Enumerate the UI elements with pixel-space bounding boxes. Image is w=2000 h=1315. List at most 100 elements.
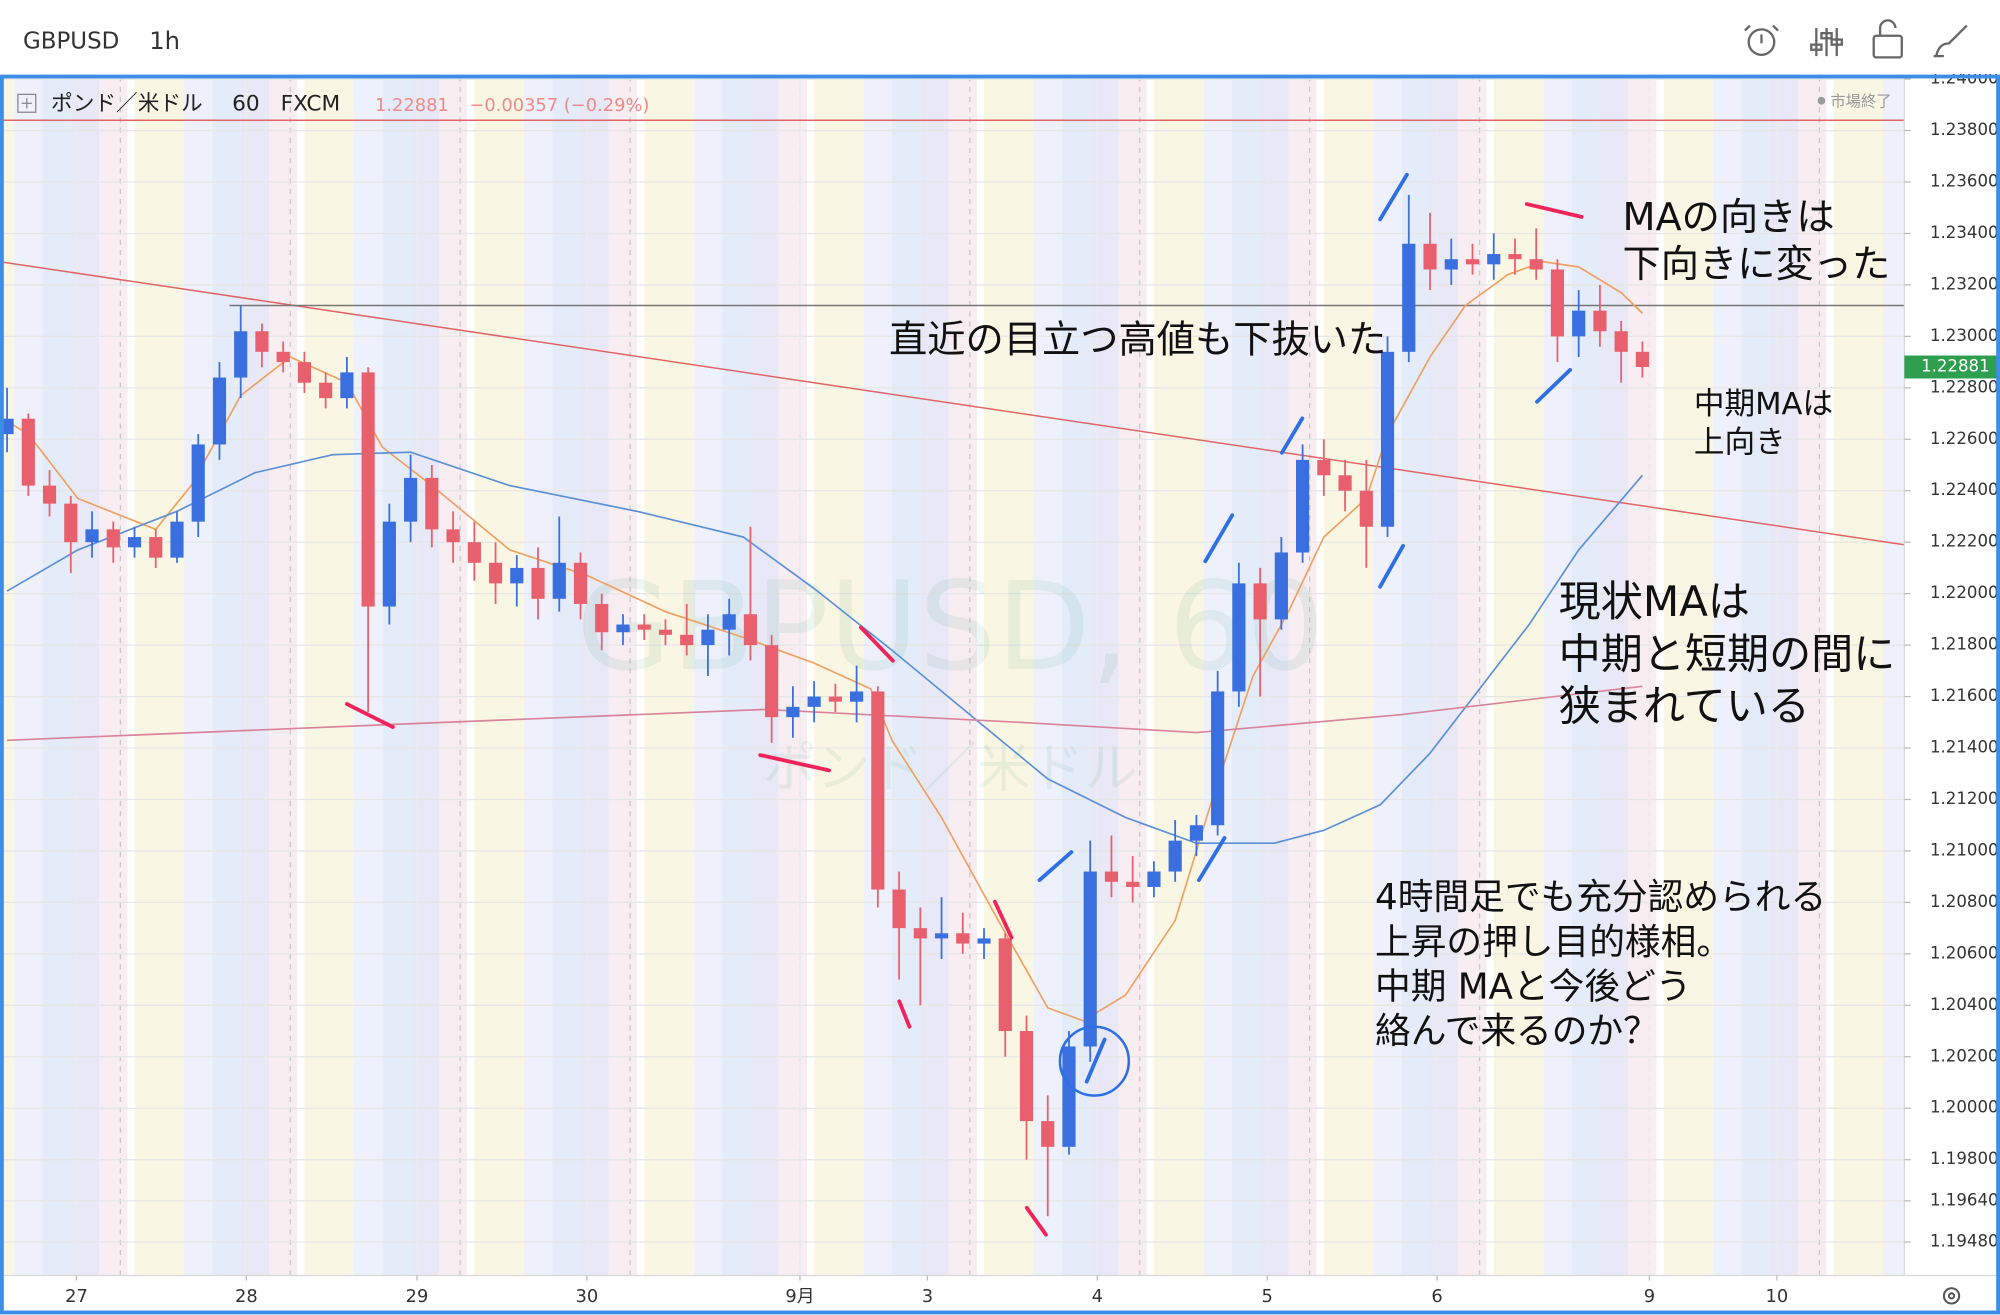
- band: [644, 76, 694, 1276]
- candle-body: [573, 562, 588, 604]
- candle-body: [255, 331, 269, 352]
- stroke: [859, 625, 895, 663]
- band: [1430, 76, 1459, 1276]
- candle-body: [1614, 331, 1628, 352]
- y-tick-label: 1.19800: [1930, 1149, 1999, 1168]
- band: [127, 76, 135, 1276]
- band: [1373, 76, 1402, 1276]
- candle-body: [722, 614, 736, 630]
- band: [948, 76, 977, 1276]
- candle-body: [1189, 825, 1203, 841]
- stroke: [1037, 850, 1074, 882]
- band: [1288, 76, 1317, 1276]
- band: [637, 76, 645, 1276]
- stroke: [1524, 202, 1584, 219]
- candle-body: [1572, 310, 1586, 337]
- candle-body: [1359, 490, 1373, 527]
- annotation: 狭まれている: [1559, 682, 1810, 731]
- band: [1316, 76, 1324, 1276]
- candle-body: [1508, 254, 1522, 260]
- candle-body: [234, 331, 248, 378]
- y-tick-label: 1.22400: [1930, 480, 1999, 499]
- candle-body: [1274, 552, 1288, 620]
- price-axis: [1904, 76, 2000, 1276]
- candle-body: [1126, 881, 1140, 887]
- brush-icon[interactable]: [1933, 24, 1968, 58]
- x-tick-label: 27: [65, 1286, 88, 1307]
- y-tick-label: 1.20800: [1930, 892, 1999, 911]
- candle-body: [1635, 351, 1649, 367]
- candle-body: [1019, 1031, 1034, 1122]
- band: [467, 76, 475, 1276]
- annotation: 下向きに変った: [1622, 242, 1890, 287]
- candle-body: [1041, 1121, 1055, 1147]
- band: [297, 76, 305, 1276]
- gear-icon[interactable]: [1942, 1287, 1961, 1305]
- x-tick-label: 30: [576, 1286, 599, 1307]
- band: [920, 76, 949, 1276]
- x-tick-label: 5: [1262, 1286, 1273, 1307]
- candle-body: [1168, 840, 1182, 872]
- legend-change: −0.00357 (−0.29%): [469, 95, 649, 116]
- settings-icon[interactable]: [1810, 28, 1843, 57]
- candle-body: [1211, 691, 1225, 826]
- band: [1628, 76, 1657, 1276]
- candle-body: [191, 444, 205, 522]
- band: [410, 76, 439, 1276]
- band: [14, 76, 43, 1276]
- candle-body: [1232, 583, 1246, 692]
- candle-body: [85, 529, 99, 543]
- toolbar: [0, 0, 2000, 74]
- candle-body: [828, 696, 842, 702]
- stroke: [897, 999, 912, 1029]
- y-tick-label: 1.22800: [1930, 377, 1999, 396]
- band: [1153, 76, 1204, 1276]
- candle-body: [552, 562, 566, 599]
- red-strokes: [345, 202, 1584, 1237]
- price-label-box: [1904, 355, 2000, 379]
- x-tick-label: 3: [922, 1286, 933, 1307]
- expand-icon[interactable]: [17, 93, 37, 113]
- band: [1833, 76, 1884, 1276]
- candle-body: [425, 477, 439, 530]
- candle-body: [212, 377, 227, 445]
- interval[interactable]: 1h: [149, 27, 180, 55]
- candle-body: [382, 521, 396, 607]
- y-tick-label: 1.20200: [1930, 1046, 1999, 1065]
- band: [1826, 76, 1834, 1276]
- legend: ポンド／米ドル 60 FXCM 1.22881 −0.00357 (−0.29%…: [17, 92, 1892, 117]
- candle-body: [1104, 871, 1119, 882]
- y-tick-label: 1.21400: [1930, 738, 1999, 757]
- band: [382, 76, 411, 1276]
- x-tick-label: 28: [235, 1286, 258, 1307]
- circle: [1058, 1025, 1131, 1097]
- band: [523, 76, 553, 1276]
- y-tick-label: 1.19640: [1930, 1190, 1999, 1209]
- band: [722, 76, 751, 1276]
- candle-body: [1147, 871, 1161, 887]
- alert-icon[interactable]: [1744, 24, 1779, 56]
- candle-body: [680, 634, 694, 646]
- band: [1883, 76, 1905, 1276]
- candle-body: [637, 624, 651, 630]
- x-tick-label: 4: [1092, 1286, 1103, 1307]
- band: [438, 76, 468, 1276]
- symbol[interactable]: GBPUSD: [23, 29, 119, 55]
- annotation: 上向き: [1694, 425, 1786, 460]
- axes: 1.240001.238001.236001.234001.232001.230…: [65, 69, 2000, 1307]
- candle-body: [297, 362, 311, 383]
- stroke: [1378, 172, 1409, 222]
- stroke: [345, 702, 395, 729]
- y-tick-label: 1.19480: [1930, 1232, 1999, 1251]
- y-tick-label: 1.23800: [1930, 120, 1999, 139]
- stroke: [1279, 416, 1305, 455]
- candle-body: [807, 696, 821, 707]
- band: [976, 76, 985, 1276]
- candle-body: [488, 562, 503, 584]
- lock-icon[interactable]: [1872, 19, 1903, 59]
- candle-body: [170, 521, 184, 558]
- x-tick-label: 6: [1431, 1286, 1442, 1307]
- candle-body: [595, 603, 609, 633]
- band: [240, 76, 270, 1276]
